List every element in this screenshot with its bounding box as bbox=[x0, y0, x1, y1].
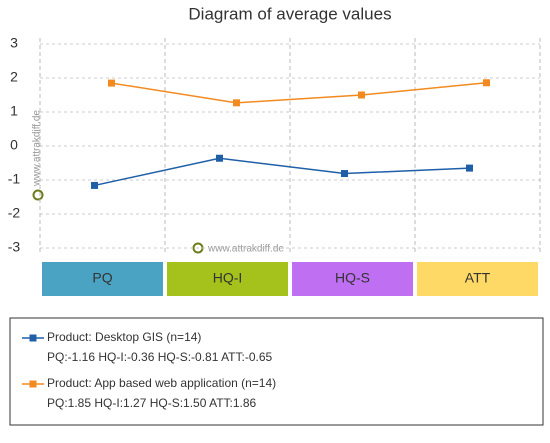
legend-label: Product: App based web application (n=14… bbox=[47, 376, 276, 390]
chart-title: Diagram of average values bbox=[188, 4, 391, 23]
x-tick-label: HQ-S bbox=[335, 270, 370, 286]
category-box bbox=[167, 262, 288, 296]
x-tick-label: ATT bbox=[465, 270, 491, 286]
point bbox=[358, 91, 365, 99]
y-tick-label: 3 bbox=[10, 35, 18, 51]
category-box bbox=[42, 262, 163, 296]
legend-box bbox=[9, 317, 544, 426]
series-line bbox=[111, 82, 487, 104]
point bbox=[91, 181, 98, 189]
point bbox=[483, 79, 490, 87]
point bbox=[341, 170, 348, 178]
y-tick-label: 1 bbox=[10, 103, 18, 119]
legend-summary: PQ:-1.16 HQ-I:-0.36 HQ-S:-0.81 ATT:-0.65 bbox=[47, 350, 273, 364]
point bbox=[108, 79, 115, 87]
point bbox=[233, 99, 240, 107]
y-tick-label: -2 bbox=[8, 205, 21, 221]
category-box bbox=[417, 262, 538, 296]
point bbox=[466, 164, 473, 172]
x-tick-label: PQ bbox=[92, 270, 112, 286]
y-tick-label: -3 bbox=[8, 239, 21, 255]
legend-marker bbox=[29, 380, 37, 388]
series-line bbox=[94, 157, 470, 187]
point bbox=[216, 154, 223, 162]
x-tick-label: HQ-I bbox=[213, 270, 243, 286]
legend-marker bbox=[29, 334, 37, 342]
y-tick-label: 2 bbox=[10, 69, 18, 85]
watermark: www.attrakdiff.de bbox=[207, 244, 284, 255]
y-tick-label: -1 bbox=[8, 171, 21, 187]
y-tick-label: 0 bbox=[10, 137, 18, 153]
category-box bbox=[292, 262, 413, 296]
watermark-logo bbox=[32, 189, 44, 201]
legend-label: Product: Desktop GIS (n=14) bbox=[47, 330, 201, 344]
legend-summary: PQ:1.85 HQ-I:1.27 HQ-S:1.50 ATT:1.86 bbox=[47, 396, 257, 410]
watermark: www.attrakdiff.de bbox=[32, 110, 43, 187]
